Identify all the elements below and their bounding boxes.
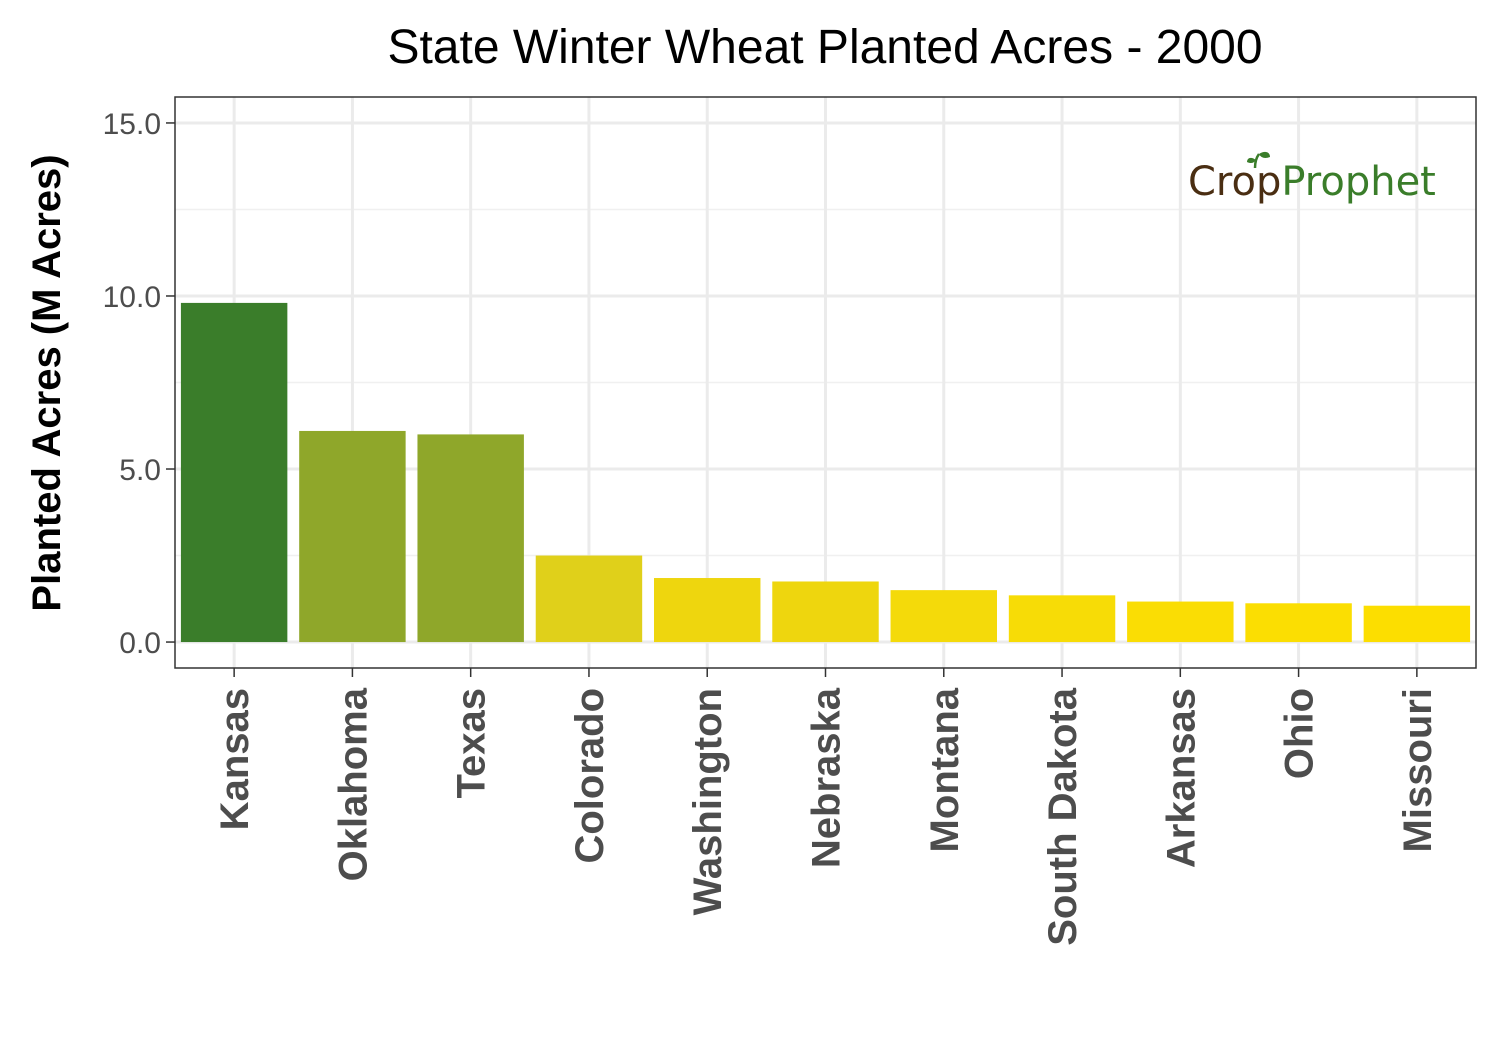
bar-south-dakota xyxy=(1008,595,1116,643)
y-tick-label: 5.0 xyxy=(119,454,161,487)
x-tick-label: Montana xyxy=(923,687,967,852)
logo-text-crop-end: p xyxy=(1256,159,1281,205)
sprout-icon xyxy=(1247,151,1270,169)
bar-nebraska xyxy=(772,581,879,643)
bar-colorado xyxy=(535,555,643,643)
x-tick-label: Arkansas xyxy=(1159,688,1203,868)
y-axis-label: Planted Acres (M Acres) xyxy=(25,154,69,611)
cropprophet-logo: CropProphet xyxy=(1188,151,1436,205)
bar-montana xyxy=(890,590,997,643)
y-tick-label: 0.0 xyxy=(119,627,161,660)
x-tick-label: Oklahoma xyxy=(331,687,375,881)
logo-text-crop-o: o xyxy=(1232,159,1256,205)
x-tick-label: Kansas xyxy=(213,688,257,830)
x-tick-label: Ohio xyxy=(1278,688,1322,779)
x-tick-label: Missouri xyxy=(1396,688,1440,852)
y-tick-label: 10.0 xyxy=(103,281,161,314)
y-tick-label: 15.0 xyxy=(103,108,161,141)
x-axis: Kansas Oklahoma Texas Colorado Washington Neb… xyxy=(213,668,1440,946)
bar-kansas xyxy=(180,302,288,643)
svg-text:CropProphet: CropProphet xyxy=(1188,159,1436,205)
y-axis: 0.0 5.0 10.0 15.0 xyxy=(103,108,175,660)
chart-title: State Winter Wheat Planted Acres - 2000 xyxy=(387,21,1262,74)
bar-missouri xyxy=(1363,605,1471,643)
x-tick-label: Nebraska xyxy=(805,687,849,868)
x-tick-label: Texas xyxy=(450,688,494,798)
logo-text-prophet: Prophet xyxy=(1281,159,1436,205)
bar-texas xyxy=(417,434,524,643)
bars xyxy=(180,302,1471,643)
x-tick-label: South Dakota xyxy=(1041,687,1085,946)
bar-washington xyxy=(654,578,761,643)
bar-ohio xyxy=(1245,603,1352,643)
x-tick-label: Washington xyxy=(686,688,730,915)
x-tick-label: Colorado xyxy=(568,688,612,864)
bar-oklahoma xyxy=(299,430,406,643)
logo-text-crop-start: Cr xyxy=(1188,159,1233,205)
bar-arkansas xyxy=(1127,601,1234,643)
